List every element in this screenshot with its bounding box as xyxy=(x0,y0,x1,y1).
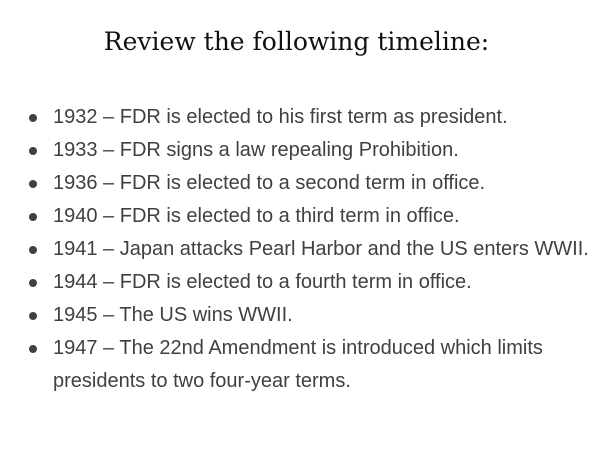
bullet-icon xyxy=(29,345,37,353)
list-item: 1933 – FDR signs a law repealing Prohibi… xyxy=(26,134,601,167)
list-item-text: 1936 – FDR is elected to a second term i… xyxy=(53,172,486,194)
list-item-text: 1945 – The US wins WWII. xyxy=(53,304,293,326)
bullet-icon xyxy=(29,180,37,188)
list-item-text: 1941 – Japan attacks Pearl Harbor and th… xyxy=(53,238,589,260)
bullet-icon xyxy=(29,279,37,287)
bullet-icon xyxy=(29,312,37,320)
bullet-icon xyxy=(29,114,37,122)
page-title: Review the following timeline: xyxy=(103,27,490,56)
bullet-icon xyxy=(29,147,37,155)
list-item: 1947 – The 22nd Amendment is introduced … xyxy=(26,332,601,398)
list-item-text: 1933 – FDR signs a law repealing Prohibi… xyxy=(53,139,459,161)
bullet-icon xyxy=(29,246,37,254)
list-item: 1941 – Japan attacks Pearl Harbor and th… xyxy=(26,233,601,266)
list-item: 1932 – FDR is elected to his first term … xyxy=(26,101,601,134)
list-item-text: 1944 – FDR is elected to a fourth term i… xyxy=(53,271,472,293)
bullet-icon xyxy=(29,213,37,221)
list-item: 1945 – The US wins WWII. xyxy=(26,299,601,332)
list-item: 1940 – FDR is elected to a third term in… xyxy=(26,200,601,233)
timeline-list: 1932 – FDR is elected to his first term … xyxy=(26,101,601,398)
list-item: 1944 – FDR is elected to a fourth term i… xyxy=(26,266,601,299)
list-item-text: 1932 – FDR is elected to his first term … xyxy=(53,106,508,128)
list-item: 1936 – FDR is elected to a second term i… xyxy=(26,167,601,200)
list-item-text: 1940 – FDR is elected to a third term in… xyxy=(53,205,460,227)
list-item-text: 1947 – The 22nd Amendment is introduced … xyxy=(53,337,543,392)
